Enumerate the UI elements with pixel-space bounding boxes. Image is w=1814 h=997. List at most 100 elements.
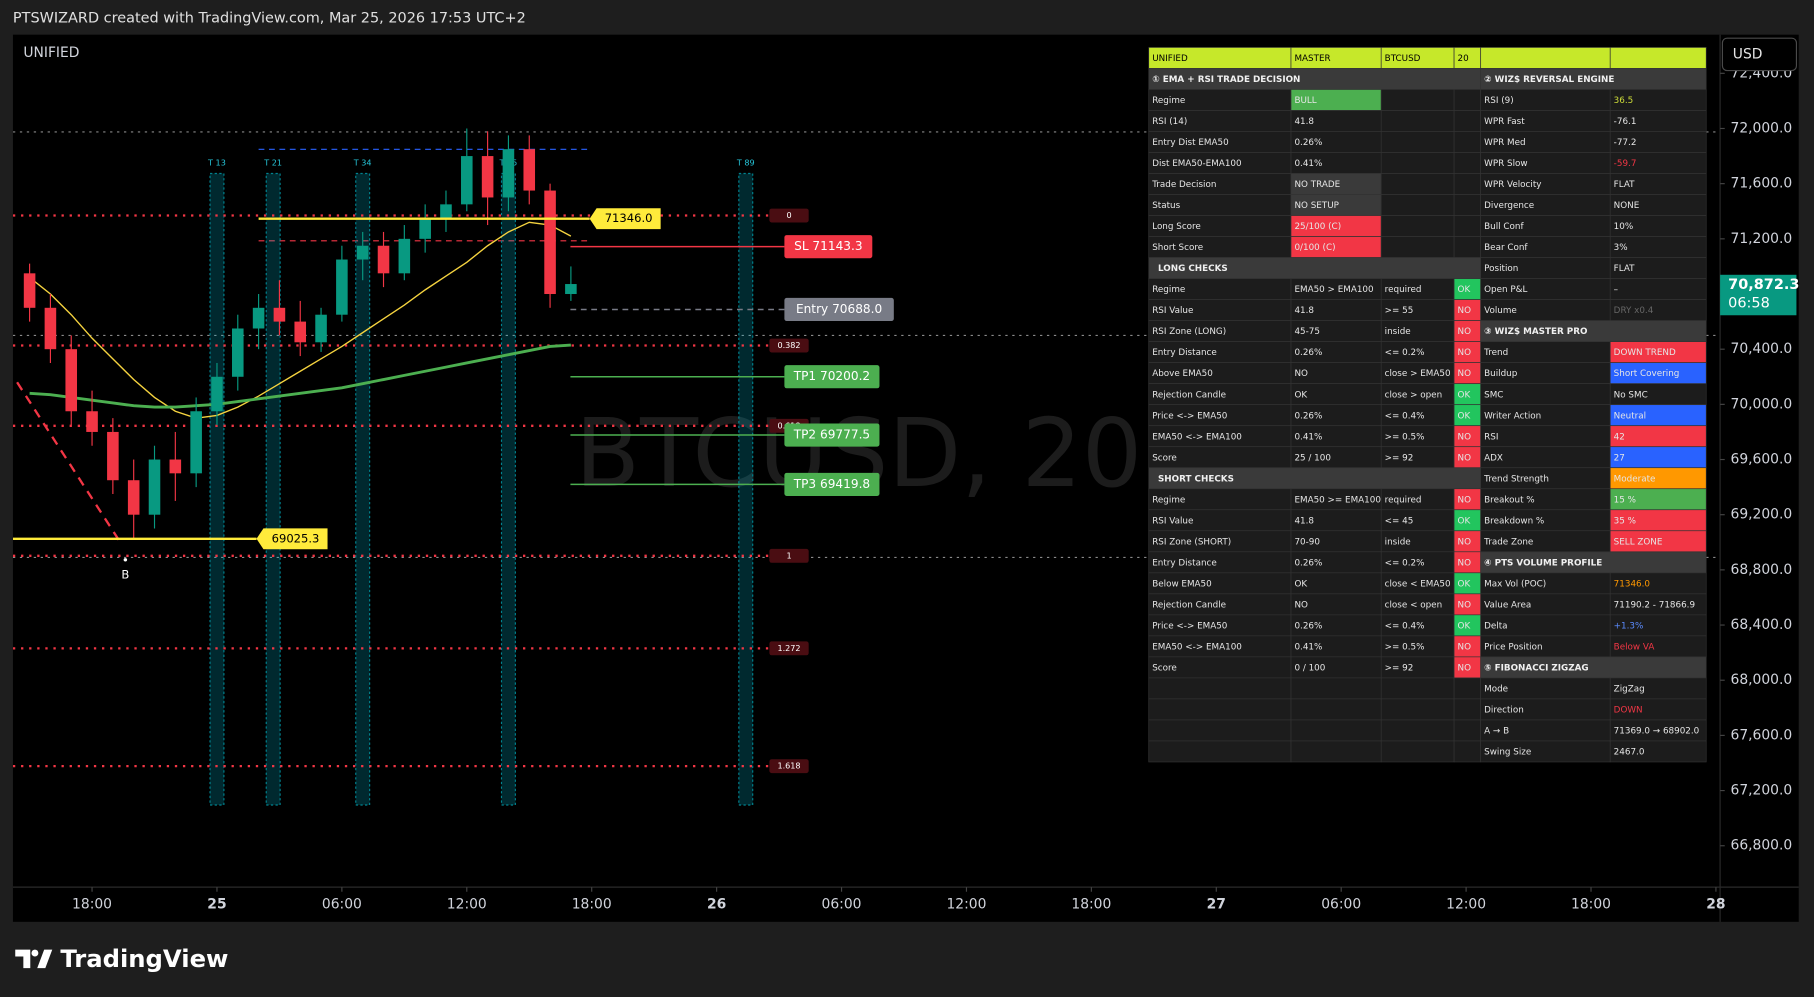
candle-body: [65, 349, 78, 412]
table-cell-text: 0.41%: [1294, 432, 1322, 442]
table-cell-text: NO: [1458, 327, 1472, 337]
trade-level-box: [784, 472, 880, 496]
table-cell-text: 42: [1614, 432, 1625, 442]
table-cell: [1609, 47, 1707, 69]
fib-label-box: [769, 548, 809, 563]
candle-body: [523, 149, 536, 191]
candle-body: [481, 156, 494, 198]
table-cell-text: Status: [1152, 201, 1180, 211]
table-cell-text: –: [1614, 285, 1618, 295]
table-cell: [1148, 719, 1292, 742]
table-cell-text: Rejection Candle: [1152, 390, 1226, 400]
table-cell-text: OK: [1458, 579, 1471, 589]
table-cell-text: Trade Zone: [1483, 537, 1533, 547]
time-zone: [355, 172, 371, 806]
trade-level-label: TP3 69419.8: [793, 477, 870, 491]
y-tick-label: 70,000.0: [1731, 396, 1793, 412]
table-section-text: ② WIZ$ REVERSAL ENGINE: [1484, 75, 1614, 85]
table-cell-text: OK: [1458, 411, 1471, 421]
candle-body: [127, 480, 140, 515]
fib-label-box: [769, 208, 809, 223]
x-tick-label: 18:00: [572, 896, 612, 912]
candle-body: [44, 307, 57, 350]
logo-mark: [15, 949, 53, 969]
table-cell-text: 35 %: [1614, 516, 1636, 526]
table-cell-text: 45-75: [1294, 327, 1320, 337]
candle-body: [565, 284, 577, 295]
candle-body: [107, 431, 119, 481]
table-cell: [1380, 194, 1455, 216]
trade-level-box: [784, 297, 894, 322]
table-cell-text: 0.26%: [1294, 138, 1322, 148]
table-cell-text: Direction: [1484, 705, 1524, 715]
table-cell-text: No SMC: [1614, 390, 1648, 400]
candle-body: [211, 376, 223, 412]
table-cell-text: EMA50 > EMA100: [1294, 285, 1373, 295]
x-tick-label: 12:00: [1446, 896, 1486, 912]
table-cell: [1380, 152, 1455, 174]
table-cell-text: RSI Value: [1152, 516, 1193, 526]
y-tick-label: 69,600.0: [1731, 452, 1793, 468]
table-cell-text: Buildup: [1484, 369, 1518, 379]
trade-level-label: SL 71143.3: [794, 239, 862, 253]
price-line-tag: [256, 528, 328, 550]
table-section-text: LONG CHECKS: [1158, 264, 1228, 274]
fib-label-box: [769, 641, 809, 656]
table-cell: [1148, 698, 1292, 721]
trade-level-label: TP1 70200.2: [793, 369, 870, 383]
table-cell-text: inside: [1385, 537, 1411, 547]
table-cell-text: NO: [1458, 537, 1472, 547]
fib-label: 1.618: [777, 761, 800, 771]
table-cell-text: OK: [1294, 579, 1307, 589]
table-cell-text: NO: [1294, 600, 1308, 610]
table-cell-text: ADX: [1484, 453, 1503, 463]
table-cell: [1453, 131, 1482, 153]
fib-label: 1: [786, 550, 791, 560]
table-cell-text: Bear Conf: [1484, 243, 1528, 253]
candle-body: [294, 321, 307, 343]
table-cell-text: 15 %: [1614, 495, 1636, 505]
table-cell: [1453, 719, 1482, 742]
table-cell-text: OK: [1458, 516, 1471, 526]
table-cell-text: >= 92: [1385, 663, 1414, 673]
table-cell: [1453, 698, 1482, 721]
table-cell-text: NO: [1458, 348, 1472, 358]
caption: PTSWIZARD created with TradingView.com, …: [13, 11, 526, 27]
table-cell-text: RSI Zone (LONG): [1152, 327, 1226, 337]
table-cell-text: Score: [1152, 453, 1177, 463]
table-cell-text: 10%: [1614, 222, 1634, 232]
table-cell-text: Delta: [1484, 621, 1507, 631]
candle-body: [544, 190, 556, 295]
table-cell-text: Neutral: [1614, 411, 1646, 421]
x-tick-label: 06:00: [1321, 896, 1361, 912]
last-price-label: 70,872.3: [1728, 277, 1799, 293]
time-zone: [209, 172, 225, 806]
table-cell-text: 27: [1614, 453, 1625, 463]
table-cell-text: 70-90: [1294, 537, 1320, 547]
y-tick-label: 68,400.0: [1731, 617, 1793, 633]
pane-label: UNIFIED: [23, 45, 79, 61]
table-cell-text: Price <-> EMA50: [1152, 411, 1227, 421]
last-price-countdown: 06:58: [1728, 296, 1770, 312]
time-zone-label: T 34: [353, 158, 372, 168]
table-cell: [1609, 740, 1707, 763]
table-cell-text: Breakdown %: [1484, 516, 1544, 526]
table-cell-text: A → B: [1484, 727, 1509, 737]
candle-body: [273, 307, 286, 322]
table-cell-text: 3%: [1614, 243, 1628, 253]
table-cell-text: Short Covering: [1614, 369, 1680, 379]
trade-level-label: Entry 70688.0: [796, 302, 882, 316]
x-tick-label: 28: [1706, 896, 1725, 912]
ema-line: [29, 343, 571, 409]
candle-body: [232, 328, 244, 377]
candle-body: [440, 204, 452, 219]
x-tick-label: 12:00: [946, 896, 986, 912]
x-tick-label: 06:00: [822, 896, 862, 912]
table-cell-text: Regime: [1152, 96, 1185, 106]
table-cell-text: Long Score: [1152, 222, 1201, 232]
table-cell-text: Short Score: [1152, 243, 1203, 253]
candle-body: [315, 314, 327, 343]
table-cell-text: ZigZag: [1614, 684, 1645, 694]
table-cell-text: 0.26%: [1294, 348, 1322, 358]
time-zone: [265, 172, 281, 806]
